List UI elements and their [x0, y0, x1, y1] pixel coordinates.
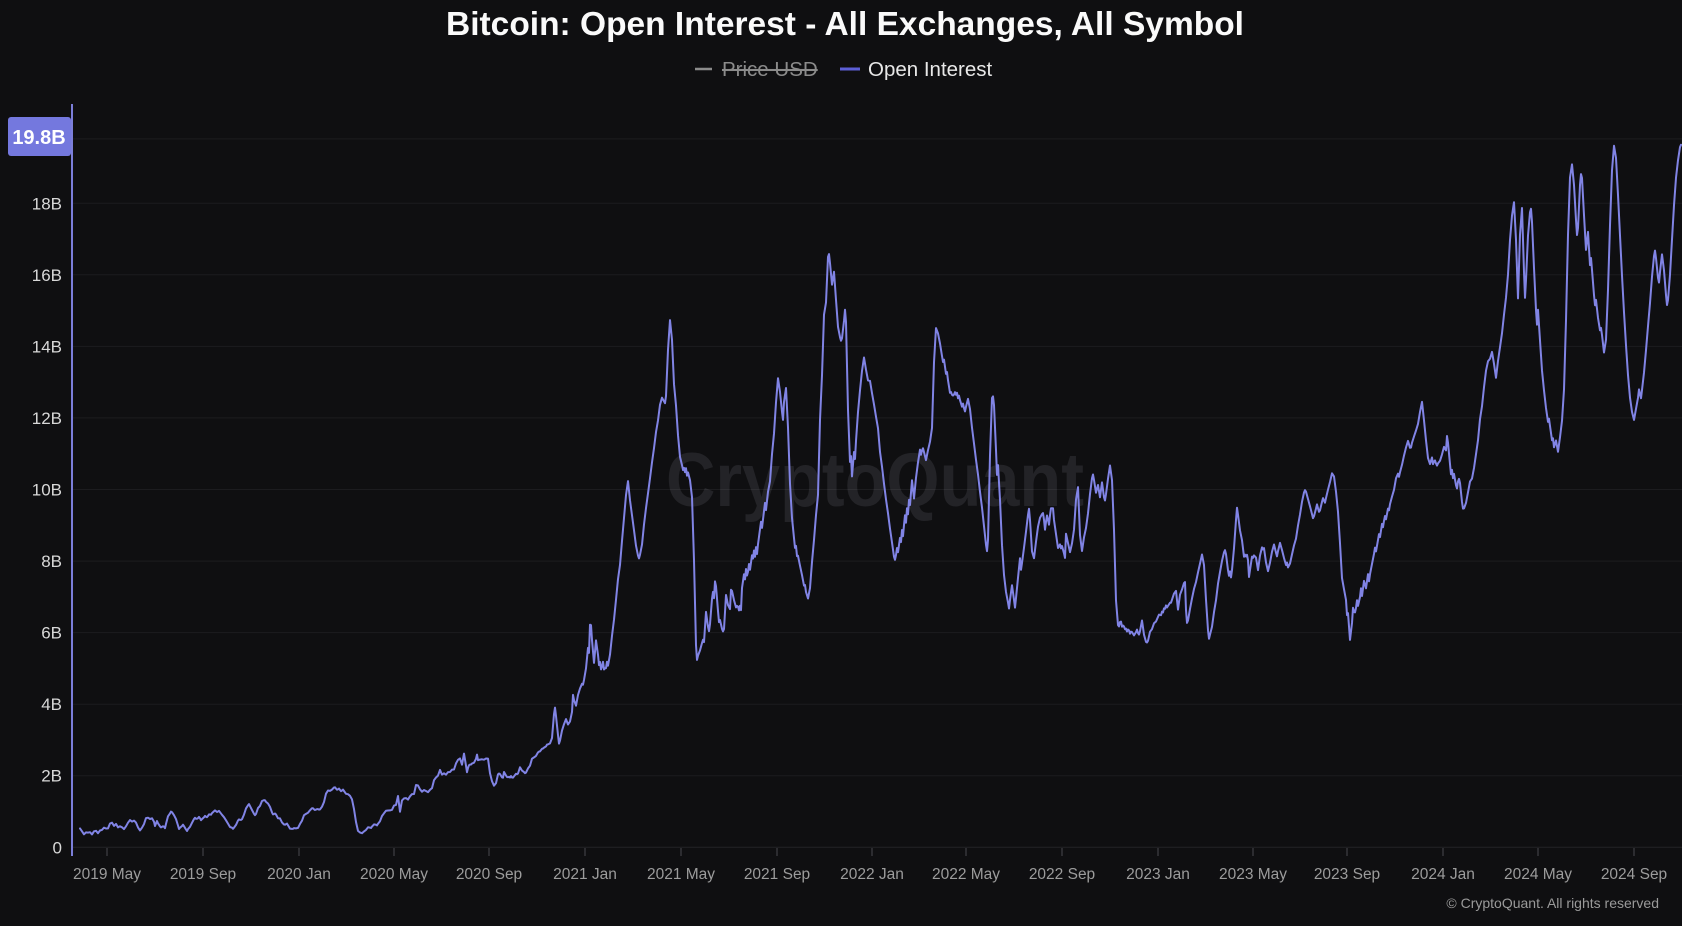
svg-text:19.8B: 19.8B	[12, 127, 65, 149]
svg-text:10B: 10B	[32, 481, 62, 500]
svg-text:4B: 4B	[41, 695, 62, 714]
svg-text:CryptoQuant: CryptoQuant	[666, 438, 1084, 523]
svg-text:© CryptoQuant. All rights rese: © CryptoQuant. All rights reserved	[1446, 895, 1659, 911]
svg-text:18B: 18B	[32, 194, 62, 213]
svg-text:2020 May: 2020 May	[360, 866, 428, 883]
svg-text:2023 May: 2023 May	[1219, 866, 1287, 883]
svg-text:2020 Sep: 2020 Sep	[456, 866, 522, 883]
svg-text:Price USD: Price USD	[722, 58, 818, 81]
svg-text:16B: 16B	[32, 266, 62, 285]
svg-text:2022 Jan: 2022 Jan	[840, 866, 904, 883]
svg-text:2021 Jan: 2021 Jan	[553, 866, 617, 883]
svg-text:2022 May: 2022 May	[932, 866, 1000, 883]
svg-text:2024 Sep: 2024 Sep	[1601, 866, 1667, 883]
svg-text:8B: 8B	[41, 552, 62, 571]
svg-text:2023 Jan: 2023 Jan	[1126, 866, 1190, 883]
svg-text:12B: 12B	[32, 409, 62, 428]
svg-text:2024 Jan: 2024 Jan	[1411, 866, 1475, 883]
svg-text:6B: 6B	[41, 624, 62, 643]
svg-text:0: 0	[53, 838, 62, 857]
svg-text:2B: 2B	[41, 767, 62, 786]
svg-text:2019 May: 2019 May	[73, 866, 141, 883]
svg-text:2021 Sep: 2021 Sep	[744, 866, 810, 883]
svg-text:2021 May: 2021 May	[647, 866, 715, 883]
svg-text:14B: 14B	[32, 337, 62, 356]
svg-text:2023 Sep: 2023 Sep	[1314, 866, 1380, 883]
svg-text:Bitcoin: Open Interest - All E: Bitcoin: Open Interest - All Exchanges, …	[446, 6, 1244, 43]
svg-text:2019 Sep: 2019 Sep	[170, 866, 236, 883]
svg-text:2020 Jan: 2020 Jan	[267, 866, 331, 883]
svg-text:2022 Sep: 2022 Sep	[1029, 866, 1095, 883]
svg-text:Open Interest: Open Interest	[868, 58, 993, 81]
svg-text:2024 May: 2024 May	[1504, 866, 1572, 883]
